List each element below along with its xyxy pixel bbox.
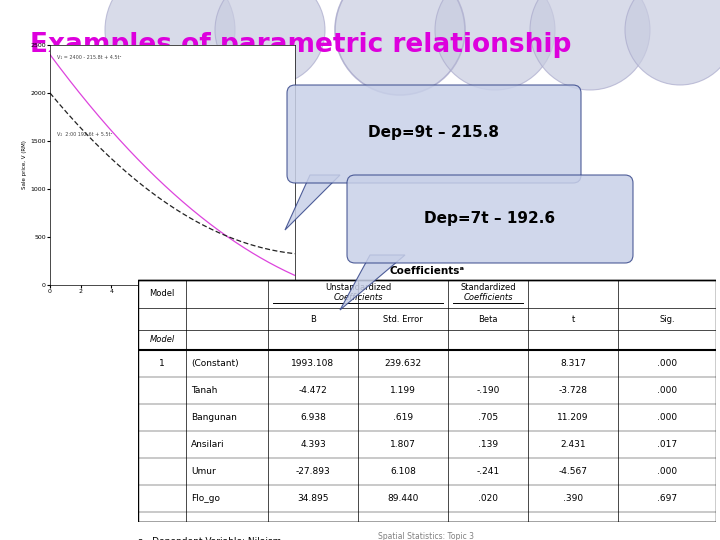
Circle shape	[105, 0, 235, 95]
Text: -27.893: -27.893	[296, 467, 330, 476]
Text: Model: Model	[149, 335, 175, 345]
Text: .000: .000	[657, 359, 677, 368]
Circle shape	[625, 0, 720, 85]
Text: Ansilari: Ansilari	[191, 440, 225, 449]
Circle shape	[530, 0, 650, 90]
Text: -.190: -.190	[477, 386, 500, 395]
Text: V₂  2:00 192.6t + 5.5t²: V₂ 2:00 192.6t + 5.5t²	[58, 132, 113, 137]
Text: V₁ = 2400 - 215.8t + 4.5t²: V₁ = 2400 - 215.8t + 4.5t²	[58, 56, 122, 60]
Text: t: t	[572, 314, 575, 323]
Text: Sig.: Sig.	[660, 314, 675, 323]
Text: -4.567: -4.567	[559, 467, 588, 476]
Text: 1.807: 1.807	[390, 440, 416, 449]
Text: 89.440: 89.440	[387, 494, 419, 503]
Polygon shape	[285, 175, 340, 230]
Text: .705: .705	[478, 413, 498, 422]
Circle shape	[435, 0, 555, 90]
Text: .390: .390	[563, 494, 583, 503]
Text: Model: Model	[149, 289, 175, 299]
Text: 6.938: 6.938	[300, 413, 326, 422]
Text: -.241: -.241	[477, 467, 500, 476]
Polygon shape	[340, 255, 405, 310]
Text: 4.393: 4.393	[300, 440, 326, 449]
Text: Coefficients: Coefficients	[333, 294, 383, 302]
Text: 1.199: 1.199	[390, 386, 416, 395]
FancyBboxPatch shape	[347, 175, 633, 263]
Text: 6.108: 6.108	[390, 467, 416, 476]
Circle shape	[215, 0, 325, 85]
Text: 1993.108: 1993.108	[292, 359, 335, 368]
Text: .139: .139	[478, 440, 498, 449]
Circle shape	[335, 0, 465, 95]
Text: -4.472: -4.472	[299, 386, 328, 395]
Text: 1: 1	[159, 359, 165, 368]
Text: Coefficients: Coefficients	[463, 294, 513, 302]
Text: Bangunan: Bangunan	[191, 413, 237, 422]
Text: Spatial Statistics: Topic 3: Spatial Statistics: Topic 3	[378, 532, 474, 540]
Text: Dep=9t – 215.8: Dep=9t – 215.8	[369, 125, 500, 140]
Text: 11.209: 11.209	[557, 413, 589, 422]
Text: (Constant): (Constant)	[191, 359, 238, 368]
Text: a.  Dependent Variable: Nilaism: a. Dependent Variable: Nilaism	[138, 537, 282, 540]
Text: B: B	[310, 314, 316, 323]
Text: .000: .000	[657, 413, 677, 422]
X-axis label: Age of buildi... (yrs): Age of buildi... (yrs)	[145, 297, 199, 302]
Text: -3.728: -3.728	[559, 386, 588, 395]
Text: Std. Error: Std. Error	[383, 314, 423, 323]
Text: 239.632: 239.632	[384, 359, 422, 368]
Text: Unstandardized: Unstandardized	[325, 284, 391, 293]
Text: .697: .697	[657, 494, 677, 503]
Text: Dep=7t – 192.6: Dep=7t – 192.6	[424, 211, 556, 226]
Text: 2.431: 2.431	[560, 440, 586, 449]
Text: .619: .619	[393, 413, 413, 422]
Text: .017: .017	[657, 440, 677, 449]
Text: .020: .020	[478, 494, 498, 503]
Text: Coefficientsᵃ: Coefficientsᵃ	[390, 266, 464, 276]
Text: .000: .000	[657, 386, 677, 395]
Text: Tanah: Tanah	[191, 386, 217, 395]
Text: Standardized: Standardized	[460, 284, 516, 293]
Text: 34.895: 34.895	[297, 494, 329, 503]
Y-axis label: Sale price, V (RM): Sale price, V (RM)	[22, 140, 27, 190]
Text: Beta: Beta	[478, 314, 498, 323]
Text: 8.317: 8.317	[560, 359, 586, 368]
Text: Flo_go: Flo_go	[191, 494, 220, 503]
Text: Examples of parametric relationship: Examples of parametric relationship	[30, 32, 572, 58]
FancyBboxPatch shape	[287, 85, 581, 183]
Text: Umur: Umur	[191, 467, 216, 476]
Text: .000: .000	[657, 467, 677, 476]
